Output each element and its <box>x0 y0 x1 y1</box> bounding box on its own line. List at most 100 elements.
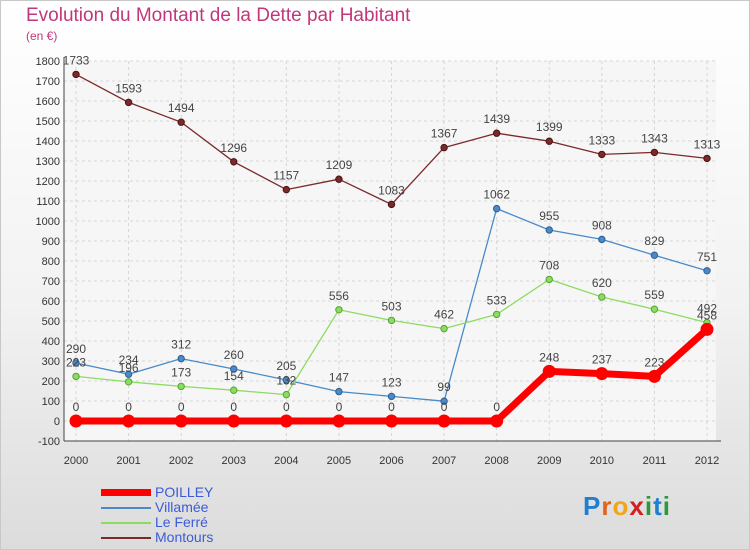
data-label-villam-e: 260 <box>224 348 244 362</box>
data-point-poilley <box>227 414 241 428</box>
data-label-montours: 1494 <box>168 101 195 115</box>
x-tick-label: 2000 <box>64 455 88 467</box>
chart-unit: (en €) <box>26 29 58 43</box>
data-point-poilley <box>647 369 661 383</box>
data-point-poilley <box>700 322 714 336</box>
data-point-villam-e <box>440 397 448 405</box>
data-point-villam-e <box>282 376 291 384</box>
data-label-villam-e: 234 <box>119 353 139 367</box>
data-label-poilley: 0 <box>493 400 500 414</box>
legend-swatch-le-ferre <box>101 522 151 524</box>
data-point-le-ferr- <box>545 275 553 284</box>
data-point-poilley <box>122 414 136 428</box>
data-point-le-ferr- <box>124 378 133 386</box>
data-point-montours <box>492 129 501 137</box>
x-tick-label: 2004 <box>274 455 298 467</box>
y-tick-label: 100 <box>42 396 60 408</box>
data-label-villam-e: 147 <box>329 371 349 385</box>
data-point-le-ferr- <box>282 390 291 399</box>
data-point-montours <box>177 118 185 126</box>
y-tick-label: 800 <box>42 256 60 268</box>
data-label-poilley: 0 <box>441 400 448 414</box>
y-tick-label: 1700 <box>36 76 60 88</box>
plot-area <box>64 61 716 441</box>
y-tick-label: -100 <box>38 436 60 448</box>
data-label-villam-e: 290 <box>66 342 86 356</box>
data-label-le-ferr-: 223 <box>66 355 86 369</box>
data-label-le-ferr-: 196 <box>119 361 139 375</box>
data-point-poilley <box>332 414 346 428</box>
legend-item-montours: Montours <box>101 530 301 545</box>
data-label-le-ferr-: 492 <box>697 302 717 316</box>
data-label-poilley: 0 <box>283 400 290 414</box>
y-tick-label: 1300 <box>36 156 60 168</box>
y-tick-label: 500 <box>42 316 60 328</box>
data-point-villam-e <box>650 251 659 259</box>
data-point-villam-e <box>703 267 711 275</box>
data-label-poilley: 0 <box>388 400 395 414</box>
data-point-le-ferr- <box>177 382 185 391</box>
data-label-montours: 1343 <box>641 131 668 145</box>
y-tick-label: 1200 <box>36 176 60 188</box>
legend-swatch-montours <box>101 537 151 539</box>
data-label-poilley: 237 <box>592 353 612 367</box>
data-point-poilley <box>437 414 451 428</box>
data-point-le-ferr- <box>335 306 343 314</box>
data-point-montours <box>124 98 133 107</box>
x-tick-label: 2011 <box>643 455 667 467</box>
data-label-montours: 1313 <box>694 137 721 151</box>
data-label-villam-e: 99 <box>437 380 451 394</box>
data-point-poilley <box>174 414 188 428</box>
chart-title: Evolution du Montant de la Dette par Hab… <box>26 5 411 26</box>
data-label-poilley: 458 <box>697 308 717 322</box>
data-point-villam-e <box>177 354 185 363</box>
series <box>69 70 714 428</box>
data-label-le-ferr-: 132 <box>276 374 296 388</box>
y-tick-label: 900 <box>42 236 60 248</box>
data-label-poilley: 0 <box>230 400 237 414</box>
data-point-poilley <box>595 367 609 381</box>
logo-letter: r <box>601 491 613 521</box>
y-tick-label: 300 <box>42 356 60 368</box>
legend-item-villamee: Villamée <box>101 500 301 515</box>
data-label-poilley: 223 <box>644 355 664 369</box>
y-tick-label: 700 <box>42 276 60 288</box>
data-labels: 1733 1593 1494 1296 1157 1209 1083 1367 1439 1399… <box>63 53 721 414</box>
data-point-poilley <box>385 414 398 428</box>
data-label-poilley: 248 <box>539 350 559 364</box>
legend-label-villamee: Villamée <box>155 499 209 515</box>
legend-label-montours: Montours <box>155 529 214 545</box>
x-tick-label: 2012 <box>695 455 719 467</box>
data-label-montours: 1399 <box>536 120 563 134</box>
proxiti-logo: Proxiti <box>583 491 671 522</box>
logo-letter: t <box>653 491 663 521</box>
data-point-villam-e <box>387 392 396 401</box>
legend-item-le-ferre: Le Ferré <box>101 515 301 530</box>
data-point-montours <box>230 158 238 166</box>
data-point-montours <box>387 200 396 209</box>
data-label-le-ferr-: 533 <box>487 293 507 307</box>
x-tick-label: 2003 <box>222 455 246 467</box>
data-point-villam-e <box>72 359 80 367</box>
data-label-villam-e: 312 <box>171 338 191 352</box>
data-label-poilley: 0 <box>178 400 185 414</box>
data-label-villam-e: 955 <box>539 209 559 223</box>
data-point-montours <box>72 70 80 79</box>
data-point-le-ferr- <box>440 324 448 333</box>
logo-letter: P <box>583 491 602 521</box>
data-point-montours <box>703 154 711 163</box>
data-label-le-ferr-: 620 <box>592 276 612 290</box>
data-point-montours <box>545 137 553 145</box>
data-label-montours: 1593 <box>115 81 142 95</box>
data-point-le-ferr- <box>598 293 606 301</box>
data-point-montours <box>440 143 448 152</box>
data-point-le-ferr- <box>387 316 396 325</box>
data-label-montours: 1367 <box>431 127 458 141</box>
data-point-le-ferr- <box>230 386 238 394</box>
logo-letter: i <box>644 491 654 521</box>
y-tick-label: 1000 <box>36 216 60 228</box>
legend-swatch-villamee <box>101 507 151 509</box>
x-tick-label: 2010 <box>590 455 614 467</box>
y-tick-label: 1800 <box>36 56 60 68</box>
y-tick-label: 1400 <box>36 136 60 148</box>
